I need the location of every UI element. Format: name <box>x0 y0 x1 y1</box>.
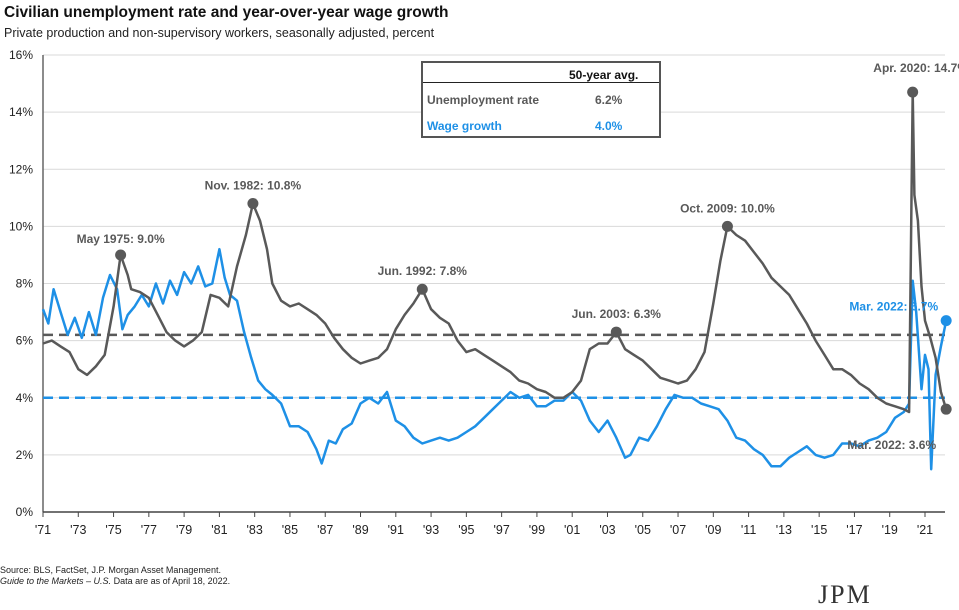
legend-wage-label: Wage growth <box>427 119 502 133</box>
x-tick-label: '75 <box>105 523 121 537</box>
x-tick-label: '85 <box>282 523 298 537</box>
legend-wage-value: 4.0% <box>595 119 623 133</box>
x-tick-label: '97 <box>493 523 509 537</box>
annotation-label: Oct. 2009: 10.0% <box>680 201 775 215</box>
annotation-label: Jun. 2003: 6.3% <box>572 307 662 321</box>
unemployment-rate-line <box>42 90 948 414</box>
x-tick-label: '09 <box>705 523 721 537</box>
wage-growth-line <box>41 247 948 471</box>
y-tick-label: 6% <box>16 334 34 348</box>
chart-subtitle: Private production and non-supervisory w… <box>4 26 435 40</box>
legend-unemployment-label: Unemployment rate <box>427 93 540 107</box>
x-tick-label: '89 <box>352 523 368 537</box>
x-tick-label: '81 <box>211 523 227 537</box>
x-tick-label: '11 <box>741 523 756 537</box>
x-tick-label: '13 <box>776 523 792 537</box>
y-tick-label: 14% <box>9 105 33 119</box>
x-tick-label: '83 <box>247 523 263 537</box>
chart-plot: 0% 2% 4% 6% 8% 10% 12% 14% 16% '71 '73 '75 '77 '79 '81… <box>9 48 959 537</box>
x-tick-label: '95 <box>458 523 474 537</box>
guide-title: Guide to the Markets – U.S. <box>0 576 112 586</box>
y-tick-label: 0% <box>16 505 34 519</box>
y-tick-label: 10% <box>9 219 33 233</box>
legend-unemployment-value: 6.2% <box>595 93 623 107</box>
source-text: Source: BLS, FactSet, J.P. Morgan Asset … <box>0 565 221 575</box>
asof-date: Data are as of April 18, 2022. <box>111 576 231 586</box>
x-tick-label: '03 <box>599 523 615 537</box>
x-tick-label: '71 <box>35 523 51 537</box>
y-tick-label: 12% <box>9 162 33 176</box>
annotation-marker <box>115 249 127 261</box>
asof-text: Guide to the Markets – U.S. Data are as … <box>0 576 230 587</box>
x-tick-label: '21 <box>917 523 933 537</box>
x-tick-label: '15 <box>811 523 827 537</box>
x-tick-label: '77 <box>141 523 157 537</box>
annotation-marker <box>610 326 622 338</box>
legend-divider <box>423 82 659 83</box>
x-tick-label: '01 <box>564 523 580 537</box>
x-tick-label: '05 <box>635 523 651 537</box>
annotation-label: Mar. 2022: 3.6% <box>847 438 936 452</box>
legend-header: 50-year avg. <box>569 68 639 82</box>
x-tick-label: '79 <box>176 523 192 537</box>
annotation-label: May 1975: 9.0% <box>77 232 165 246</box>
x-tick-label: '19 <box>882 523 898 537</box>
x-tick-label: '17 <box>846 523 862 537</box>
x-tick-label: '93 <box>423 523 439 537</box>
annotation-marker <box>907 86 919 98</box>
annotation-marker <box>940 403 952 415</box>
chart-title: Civilian unemployment rate and year-over… <box>4 4 449 21</box>
annotation-marker <box>940 315 952 327</box>
x-tick-label: '73 <box>70 523 86 537</box>
y-tick-label: 4% <box>16 391 34 405</box>
annotation-marker <box>721 220 733 232</box>
x-tick-label: '87 <box>317 523 333 537</box>
annotation-label: Jun. 1992: 7.8% <box>378 264 468 278</box>
annotation-label: Mar. 2022: 6.7% <box>849 300 938 314</box>
y-tick-label: 16% <box>9 48 33 62</box>
legend-table: 50-year avg. Unemployment rate 6.2% Wage… <box>421 61 661 138</box>
annotation-marker <box>416 283 428 295</box>
annotation-marker <box>247 198 259 210</box>
y-tick-label: 2% <box>16 448 34 462</box>
x-tick-label: '91 <box>388 523 404 537</box>
x-tick-label: '07 <box>670 523 686 537</box>
y-tick-label: 8% <box>16 277 34 291</box>
source-note: Source: BLS, FactSet, J.P. Morgan Asset … <box>0 565 230 587</box>
jpm-logo: JPM <box>818 580 872 609</box>
annotation-label: Nov. 1982: 10.8% <box>205 179 302 193</box>
x-tick-label: '99 <box>529 523 545 537</box>
annotation-label: Apr. 2020: 14.7% <box>873 61 959 75</box>
